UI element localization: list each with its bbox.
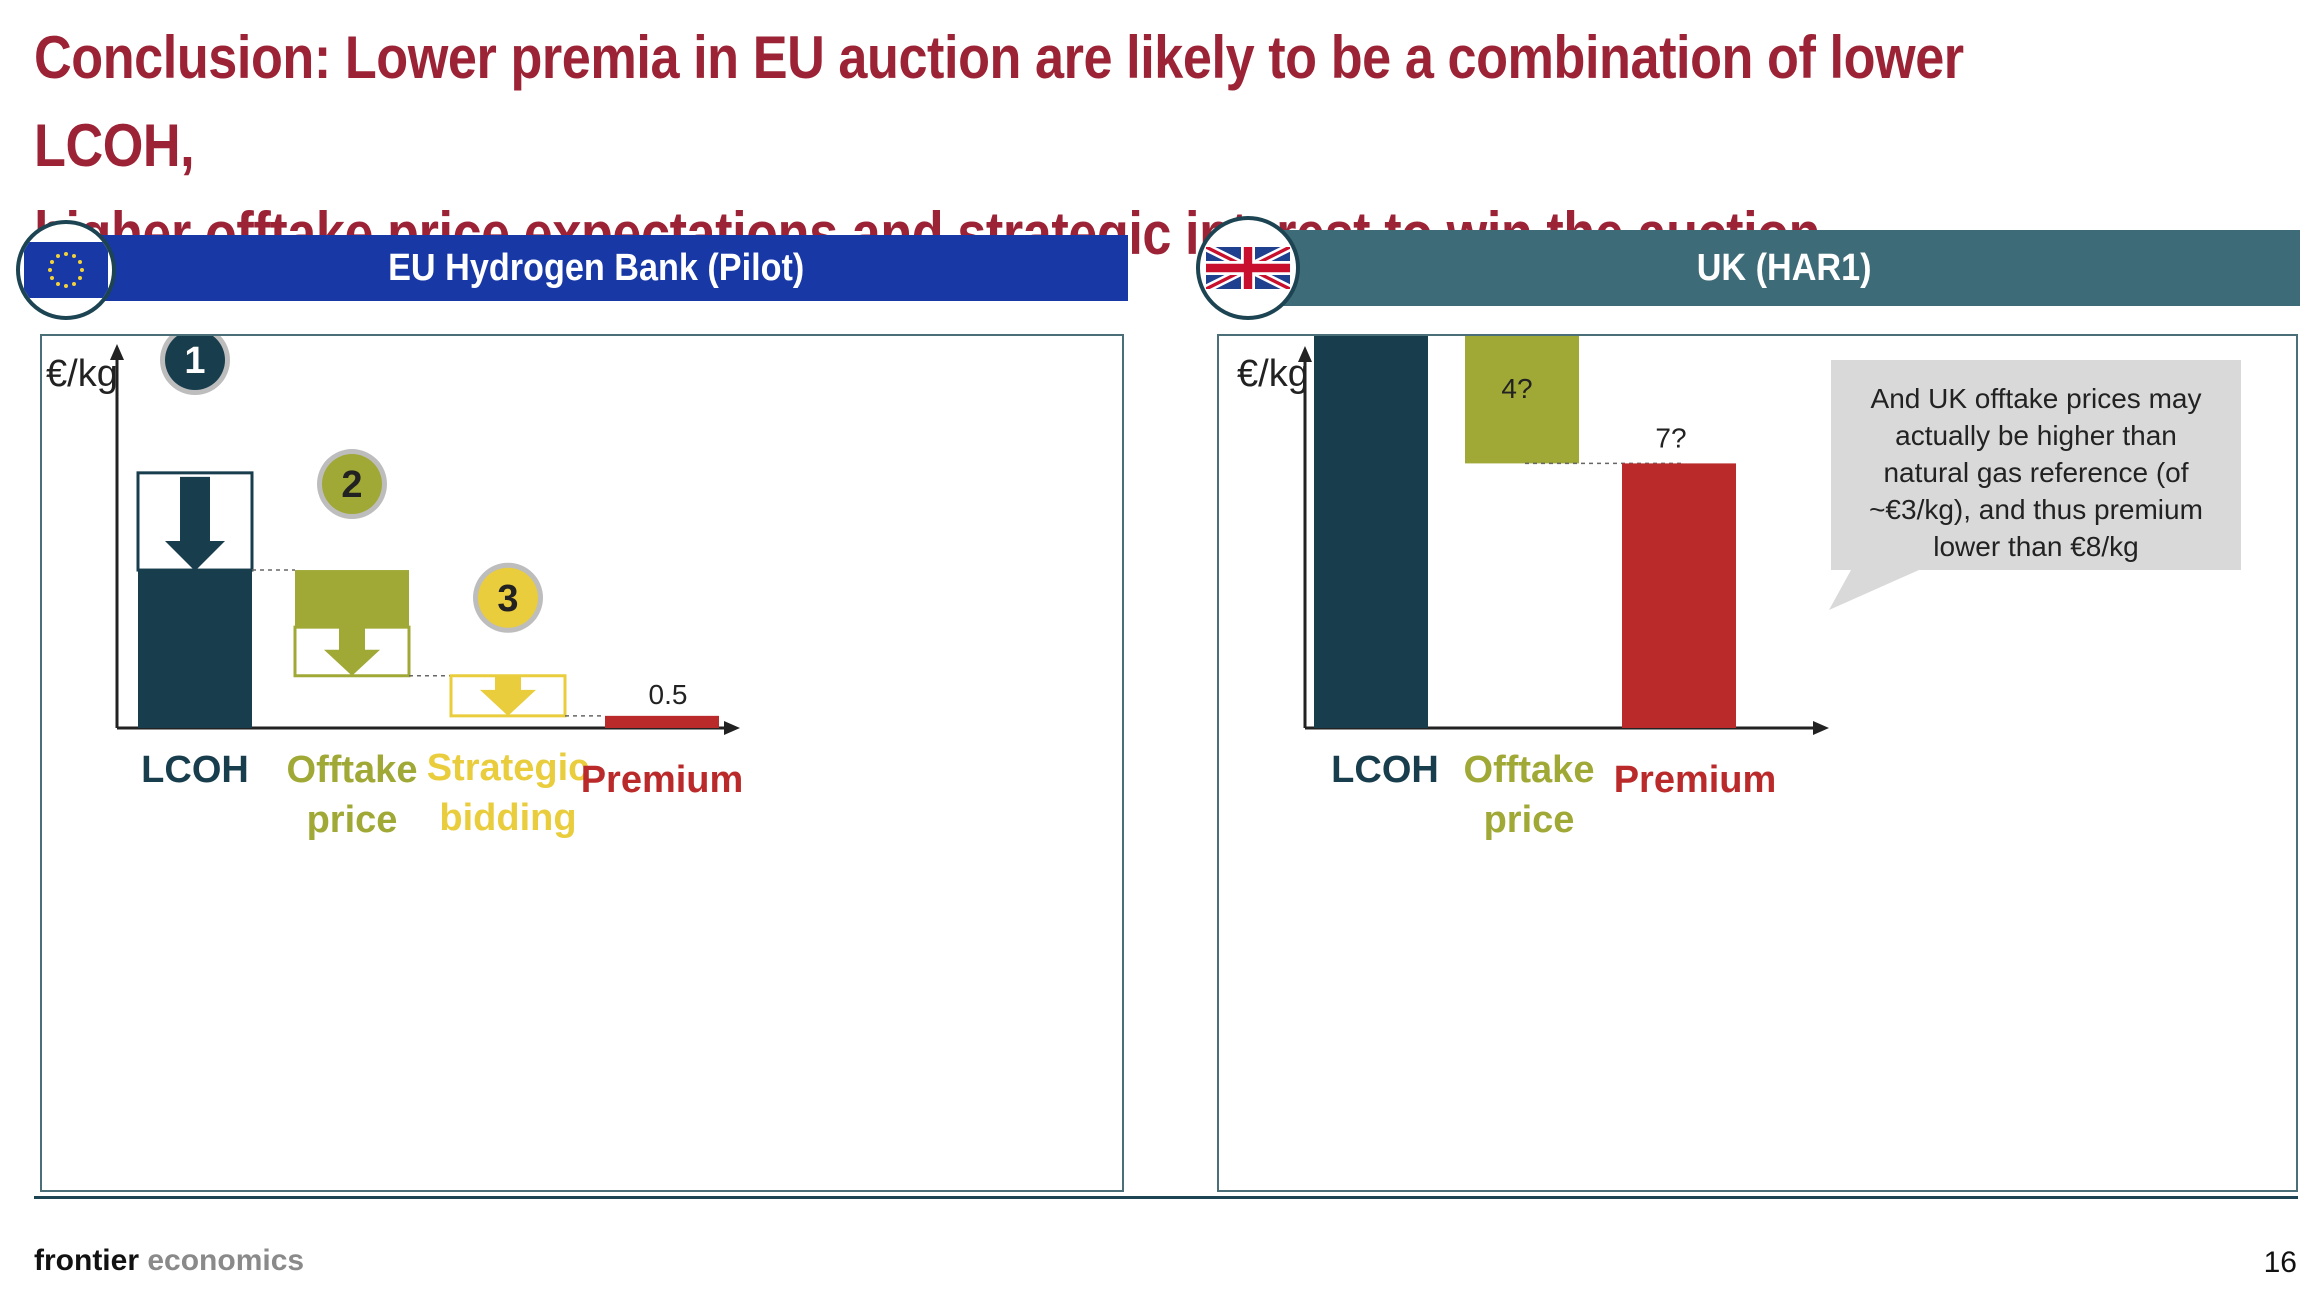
uk-category-label-2: Premium xyxy=(1614,759,1777,801)
eu-chart-panel: €/kg 1 2 3 0.5 LCOH Offtake price Strategic biddi… xyxy=(40,325,1124,1192)
step-2-marker xyxy=(322,454,382,515)
brand-bold: frontier xyxy=(34,1244,139,1277)
uk-premium-value-label: 7? xyxy=(1655,422,1686,453)
callout-pointer xyxy=(1829,570,1919,610)
callout-line-4: lower than €8/kg xyxy=(1933,531,2138,562)
eu-flag-badge xyxy=(16,220,116,320)
uk-offtake-value-label: 4? xyxy=(1501,373,1532,404)
callout-box-corner xyxy=(1831,536,1899,570)
premium-value-label: 0.5 xyxy=(649,679,688,710)
y-axis-arrow xyxy=(110,344,124,360)
page-number: 16 xyxy=(2263,1246,2297,1279)
uk-flag-badge xyxy=(1196,216,1300,320)
callout-line-3: ~€3/kg), and thus premium xyxy=(1869,494,2203,525)
eu-panel-header: EU Hydrogen Bank (Pilot) xyxy=(64,235,1128,301)
lcoh-down-arrow xyxy=(165,476,225,572)
y-axis-label: €/kg xyxy=(1237,353,1309,395)
brand-light: economics xyxy=(147,1244,305,1277)
bar-premium xyxy=(605,715,719,728)
eu-panel-header-label: EU Hydrogen Bank (Pilot) xyxy=(387,246,805,289)
x-axis-arrow xyxy=(724,721,740,735)
step-1-marker-label: 1 xyxy=(184,340,205,382)
eu-flag-icon xyxy=(24,242,108,298)
bar-uk-lcoh xyxy=(1314,312,1428,728)
brand-logo: frontier economics xyxy=(34,1244,304,1278)
uk-category-label-1: Offtake price xyxy=(1464,749,1595,841)
uk-panel-header-label: UK (HAR1) xyxy=(1696,246,1872,289)
bar-offtake xyxy=(295,570,409,628)
footer-rule xyxy=(34,1196,2298,1199)
category-label-0: LCOH xyxy=(141,749,249,791)
uk-category-label-0: LCOH xyxy=(1331,749,1439,791)
step-1-marker xyxy=(165,330,225,390)
offtake-down-arrow xyxy=(324,627,380,676)
bar-uk-offtake xyxy=(1465,312,1579,464)
step-3-marker-label: 3 xyxy=(497,578,518,620)
callout-box xyxy=(1831,360,2241,570)
step-3-marker xyxy=(478,567,538,628)
callout-line-0: And UK offtake prices may xyxy=(1871,383,2202,414)
callout-line-1: actually be higher than xyxy=(1895,420,2177,451)
y-axis-label: €/kg xyxy=(46,353,118,395)
category-label-1: Offtake price xyxy=(287,749,418,841)
callout-text: And UK offtake prices may actually be hig… xyxy=(1869,383,2203,562)
bar-lcoh xyxy=(138,570,252,728)
step-2-marker-label: 2 xyxy=(341,464,362,506)
title-line-1: Conclusion: Lower premia in EU auction a… xyxy=(34,24,1964,179)
uk-panel-header: UK (HAR1) xyxy=(1268,230,2300,306)
strategic-down-arrow xyxy=(480,675,536,716)
x-axis-arrow xyxy=(1813,721,1829,735)
category-label-2: Strategic bidding xyxy=(427,747,590,839)
category-label-3: Premium xyxy=(581,759,744,801)
callout-line-2: natural gas reference (of xyxy=(1883,457,2188,488)
y-axis-arrow xyxy=(1298,346,1312,362)
uk-flag-icon xyxy=(1206,247,1290,289)
bar-uk-premium xyxy=(1622,463,1736,728)
